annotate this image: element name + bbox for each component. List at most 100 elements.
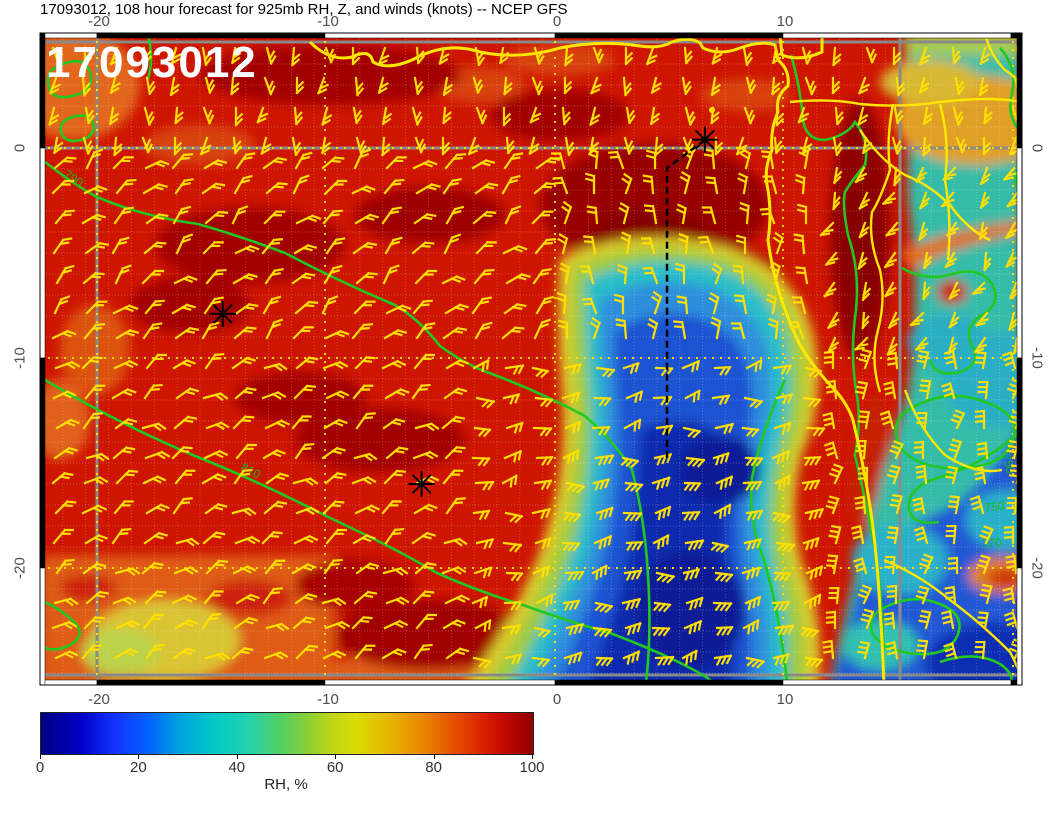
wind-barb — [145, 353, 167, 370]
wind-barb — [775, 106, 785, 127]
wind-barb — [174, 106, 184, 125]
wind-barb — [744, 595, 762, 611]
wind-barb — [202, 106, 215, 125]
wind-barb — [681, 649, 698, 665]
wind-barb — [354, 504, 381, 515]
wind-barb — [804, 507, 824, 521]
wind-barb — [641, 237, 656, 255]
wind-barb — [109, 76, 121, 94]
wind-barb — [414, 561, 437, 575]
wind-barb — [205, 559, 229, 575]
wind-barb — [918, 609, 932, 630]
wind-barb — [84, 384, 106, 400]
wind-barb — [643, 204, 658, 225]
wind-barb — [563, 651, 583, 665]
wind-barb — [261, 530, 283, 545]
wind-barb — [768, 317, 779, 340]
wind-barb — [742, 619, 760, 635]
wind-barb — [854, 336, 869, 351]
wind-barb — [1004, 221, 1018, 240]
wind-barb — [114, 264, 132, 285]
wind-barb — [232, 136, 243, 155]
wind-barb — [969, 495, 985, 515]
wind-barb — [234, 106, 244, 127]
wind-barb — [85, 148, 104, 170]
wind-barb — [773, 571, 792, 582]
wind-barb — [952, 106, 964, 126]
wind-barb — [141, 136, 153, 154]
wind-barb — [442, 106, 452, 125]
wind-barb — [235, 302, 259, 315]
wind-barb — [471, 296, 492, 315]
wind-barb — [115, 619, 141, 630]
wind-barb — [412, 299, 433, 315]
marker-layer — [209, 126, 718, 497]
wind-barb — [828, 586, 840, 605]
wind-barb — [564, 570, 585, 581]
wind-barb — [415, 613, 437, 630]
wind-barb — [293, 243, 318, 255]
wind-barb — [1003, 525, 1015, 545]
wind-barb — [504, 511, 524, 524]
wind-barb — [232, 565, 257, 575]
lat-tick-left: -10 — [11, 347, 29, 369]
wind-barb — [565, 622, 585, 636]
wind-barb — [381, 106, 393, 126]
wind-barb — [471, 456, 491, 467]
wind-barb — [774, 474, 791, 490]
wind-barb — [143, 531, 168, 545]
wind-barb — [919, 379, 932, 400]
wind-barb — [772, 231, 785, 255]
colorbar-tick — [138, 754, 140, 759]
wind-barb — [674, 262, 686, 285]
wind-barb — [742, 46, 754, 67]
wind-barb — [294, 151, 313, 170]
wind-barb — [293, 534, 319, 545]
wind-barb — [922, 281, 931, 301]
wind-barb — [385, 446, 409, 460]
wind-barb — [444, 303, 469, 315]
wind-barb — [230, 46, 242, 65]
wind-barb — [353, 590, 378, 605]
station-marker — [408, 471, 435, 497]
wind-barb — [265, 622, 290, 632]
wind-barb — [291, 272, 316, 285]
wind-barb — [591, 564, 608, 580]
wind-barb — [861, 281, 872, 302]
wind-barb — [744, 456, 764, 467]
wind-barb — [503, 76, 513, 96]
wind-barb — [352, 533, 376, 545]
wind-barb — [295, 506, 320, 516]
wind-barb — [621, 172, 633, 195]
wind-barb — [563, 76, 573, 95]
wind-barb — [82, 412, 103, 430]
wind-barb — [353, 300, 376, 315]
wind-barb — [411, 106, 423, 126]
wind-barb — [832, 166, 843, 185]
wind-barb — [581, 297, 598, 315]
wind-barb — [881, 191, 897, 206]
wind-barb — [291, 136, 303, 157]
wind-barb — [109, 46, 122, 66]
wind-barb — [383, 178, 405, 195]
wind-barb — [263, 651, 289, 660]
wind-barb — [294, 443, 315, 460]
wind-barb — [292, 477, 319, 486]
wind-barb — [415, 182, 441, 195]
wind-barb — [858, 76, 871, 95]
wind-barb — [732, 264, 745, 285]
wind-barb — [233, 174, 253, 195]
wind-barb — [745, 656, 766, 669]
wind-barb — [534, 396, 554, 408]
wind-barb — [772, 364, 793, 375]
wind-barb — [474, 321, 493, 340]
wind-barb — [563, 46, 574, 67]
wind-barb — [145, 76, 156, 96]
wind-barb — [914, 336, 929, 352]
wind-barb — [861, 136, 873, 155]
wind-barb — [322, 209, 343, 225]
wind-barb — [954, 76, 965, 96]
wind-barb — [684, 389, 701, 403]
wind-barb — [323, 558, 343, 575]
